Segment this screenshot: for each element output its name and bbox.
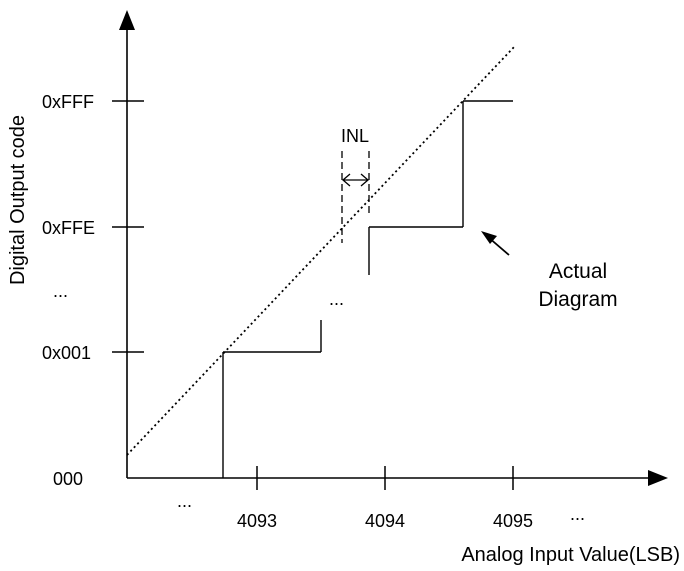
actual-diagram-label-line1: Actual xyxy=(549,260,607,283)
inl-arrowhead-left xyxy=(342,173,351,187)
y-label-0xfff: 0xFFF xyxy=(42,92,94,112)
y-label-000: 000 xyxy=(53,469,83,489)
actual-diagram-label-line2: Diagram xyxy=(538,288,617,311)
x-axis xyxy=(127,470,668,486)
actual-pointer-arrow xyxy=(481,231,510,256)
x-label-4093: 4093 xyxy=(237,511,277,531)
y-axis-title: Digital Output code xyxy=(7,115,29,285)
x-axis-arrowhead xyxy=(648,470,668,486)
x-label-4095: 4095 xyxy=(493,511,533,531)
y-axis-arrowhead xyxy=(119,10,135,30)
ideal-transfer-line xyxy=(126,45,516,456)
mid-ellipsis: ... xyxy=(329,289,344,309)
y-axis xyxy=(119,10,135,478)
x-label-4094: 4094 xyxy=(365,511,405,531)
inl-label: INL xyxy=(341,126,369,146)
x-label-ellipsis-right: ... xyxy=(570,504,585,524)
inl-marker xyxy=(341,151,370,243)
x-label-ellipsis-left: ... xyxy=(177,491,192,511)
y-label-ellipsis: ... xyxy=(53,281,68,301)
staircase-lower xyxy=(222,320,322,478)
x-axis-title: Analog Input Value(LSB) xyxy=(461,544,680,566)
inl-arrowhead-right xyxy=(360,173,369,187)
staircase-upper xyxy=(368,100,513,275)
y-label-0x001: 0x001 xyxy=(42,343,91,363)
y-label-0xffe: 0xFFE xyxy=(42,218,95,238)
